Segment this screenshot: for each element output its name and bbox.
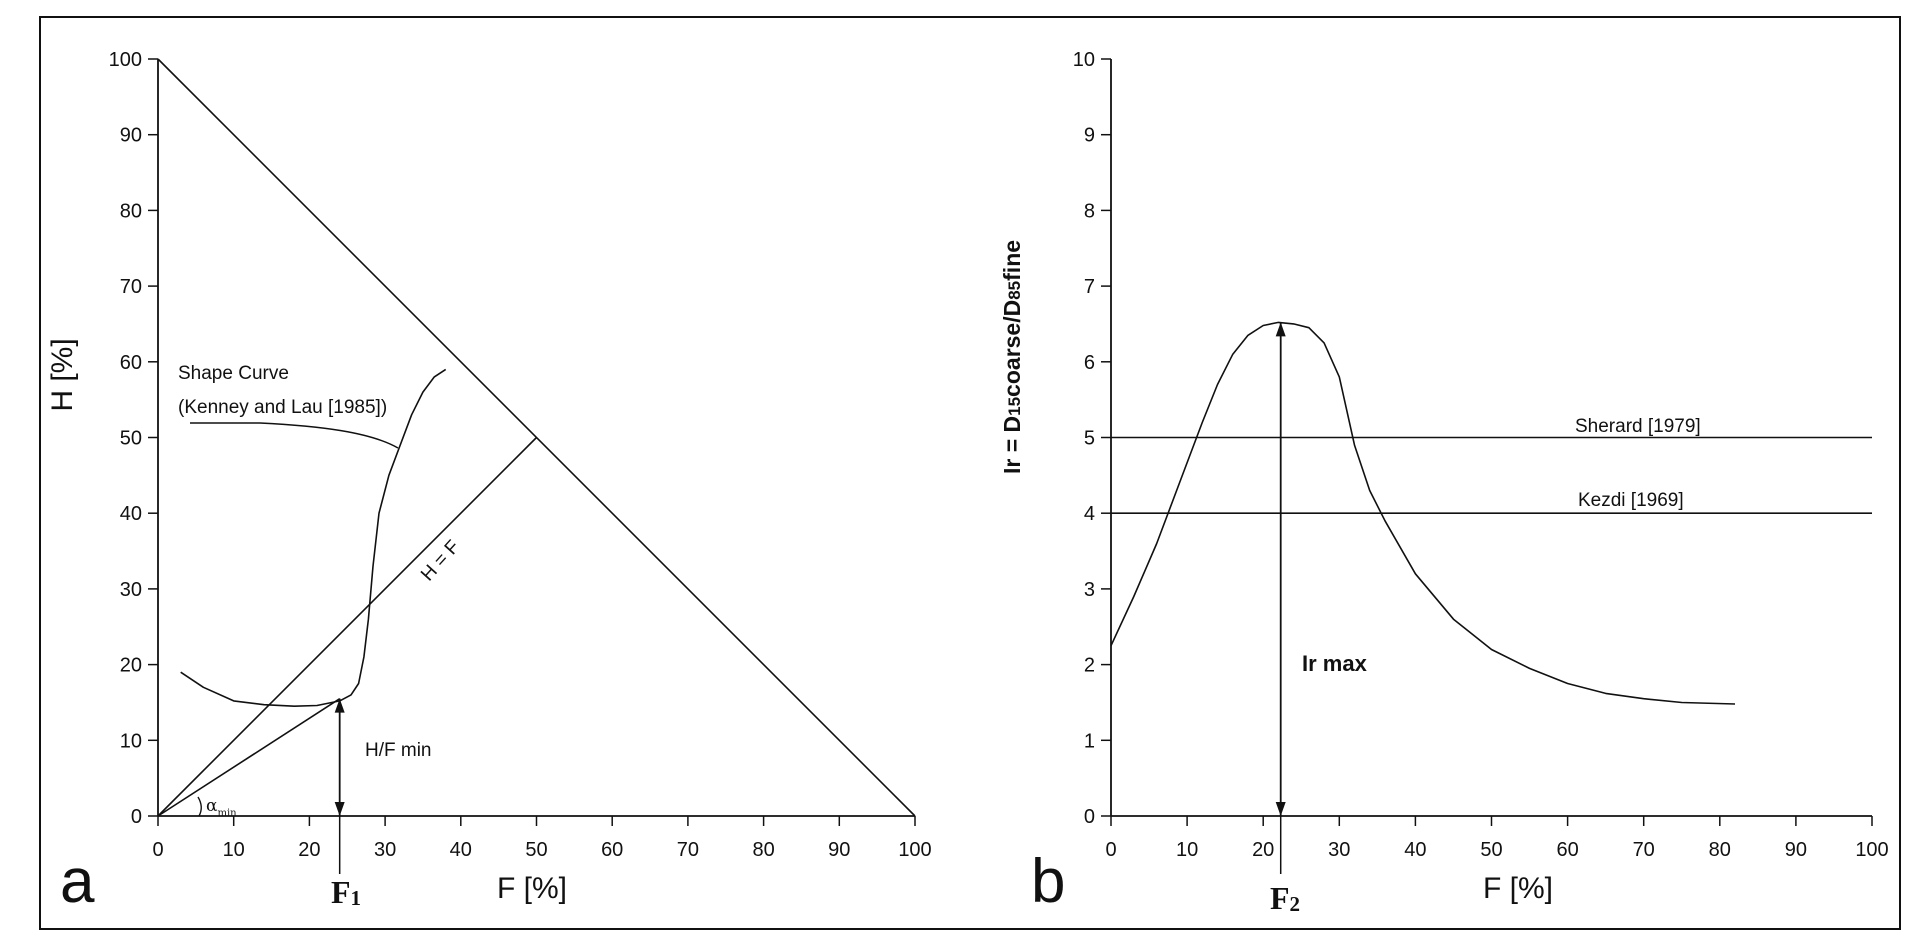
x-tick-label: 80 — [1709, 839, 1731, 861]
ir-max-arrow-head-top — [1275, 322, 1286, 337]
chart-a-series — [157, 58, 916, 874]
x-tick-label: 10 — [1176, 839, 1198, 861]
x-tick-label: 0 — [1105, 839, 1116, 861]
y-tick-label: 10 — [1073, 49, 1095, 71]
x-tick-label: 90 — [1785, 839, 1807, 861]
y-tick-label: 2 — [1084, 655, 1095, 677]
x-tick-label: 40 — [450, 839, 472, 861]
x-tick-label: 50 — [525, 839, 547, 861]
x-tick-label: 90 — [828, 839, 850, 861]
y-tick-label: 1 — [1084, 730, 1095, 752]
series-line-3 — [157, 698, 341, 817]
chart-a-x-ticks: 0 10 20 30 40 50 60 70 80 90 100 — [152, 816, 932, 861]
x-tick-label: 30 — [374, 839, 396, 861]
kezdi-label: Kezdi [1969] — [1578, 490, 1684, 511]
outer-frame — [39, 16, 1901, 930]
y-tick-label: 50 — [120, 428, 142, 450]
x-tick-label: 70 — [1633, 839, 1655, 861]
y-tick-label: 6 — [1084, 352, 1095, 374]
x-tick-label: 80 — [752, 839, 774, 861]
panel-label-b: b — [1031, 847, 1065, 916]
y-tick-label: 9 — [1084, 125, 1095, 147]
shape-curve-label-line1: Shape Curve — [178, 363, 289, 384]
chart-a-y-axis-label: H [%] — [46, 338, 79, 411]
x-tick-label: 20 — [1252, 839, 1274, 861]
y-tick-label: 4 — [1084, 503, 1095, 525]
y-tick-label: 60 — [120, 352, 142, 374]
chart-b-x-ticks: 0 10 20 30 40 50 60 70 80 90 100 — [1105, 816, 1889, 861]
y-tick-label: 0 — [1084, 806, 1095, 828]
y-tick-label: 8 — [1084, 200, 1095, 222]
f1-marker-label: F1 — [331, 874, 361, 910]
ir-max-label: Ir max — [1302, 651, 1368, 676]
series-line-1 — [1110, 321, 1736, 705]
ir-max-arrow-head-bottom — [1275, 802, 1286, 816]
panel-label-a: a — [60, 847, 95, 916]
diagonal-label-h-equals-f: H = F — [417, 536, 464, 585]
x-tick-label: 40 — [1404, 839, 1426, 861]
alpha-min-arc — [197, 796, 202, 817]
x-tick-label: 20 — [298, 839, 320, 861]
shape-curve-label-line2: (Kenney and Lau [1985]) — [178, 397, 387, 418]
chart-b: 0 10 20 30 40 50 60 70 80 90 100 0 1 2 3 4 5 6 7 8 9 10 F [%… — [999, 49, 1889, 916]
hf-min-arrow-head-bottom — [334, 802, 345, 816]
x-tick-label: 60 — [601, 839, 623, 861]
y-tick-label: 70 — [120, 276, 142, 298]
y-tick-label: 0 — [131, 806, 142, 828]
x-tick-label: 0 — [152, 839, 163, 861]
chart-a-x-axis-label: F [%] — [497, 872, 567, 905]
y-tick-label: 5 — [1084, 428, 1095, 450]
x-tick-label: 100 — [898, 839, 931, 861]
y-tick-label: 100 — [109, 49, 142, 71]
chart-b-x-axis-label: F [%] — [1483, 872, 1553, 905]
x-tick-label: 70 — [677, 839, 699, 861]
x-tick-label: 30 — [1328, 839, 1350, 861]
x-tick-label: 10 — [223, 839, 245, 861]
hf-min-arrow-head-top — [334, 698, 345, 713]
y-tick-label: 3 — [1084, 579, 1095, 601]
series-line-4 — [180, 368, 447, 707]
chart-a: 0 10 20 30 40 50 60 70 80 90 100 0 10 20 30 40 50 60 70 80… — [46, 49, 932, 916]
series-line-2 — [157, 436, 538, 817]
y-tick-label: 30 — [120, 579, 142, 601]
y-tick-label: 20 — [120, 655, 142, 677]
alpha-min-label: αmin — [206, 796, 237, 819]
sherard-label: Sherard [1979] — [1575, 416, 1701, 437]
y-tick-label: 10 — [120, 730, 142, 752]
y-tick-label: 80 — [120, 200, 142, 222]
x-tick-label: 100 — [1855, 839, 1888, 861]
x-tick-label: 60 — [1556, 839, 1578, 861]
chart-b-series — [1110, 321, 1872, 874]
chart-b-y-ticks: 0 1 2 3 4 5 6 7 8 9 10 — [1073, 49, 1111, 828]
f2-marker-label: F2 — [1270, 880, 1300, 916]
chart-b-y-axis-label: Ir = D15coarse/D85fine — [999, 240, 1025, 474]
y-tick-label: 7 — [1084, 276, 1095, 298]
y-tick-label: 90 — [120, 125, 142, 147]
shape-curve-leader-curve — [259, 422, 399, 449]
hf-min-label: H/F min — [365, 740, 432, 761]
y-tick-label: 40 — [120, 503, 142, 525]
chart-a-y-ticks: 0 10 20 30 40 50 60 70 80 90 100 — [109, 49, 158, 828]
x-tick-label: 50 — [1480, 839, 1502, 861]
